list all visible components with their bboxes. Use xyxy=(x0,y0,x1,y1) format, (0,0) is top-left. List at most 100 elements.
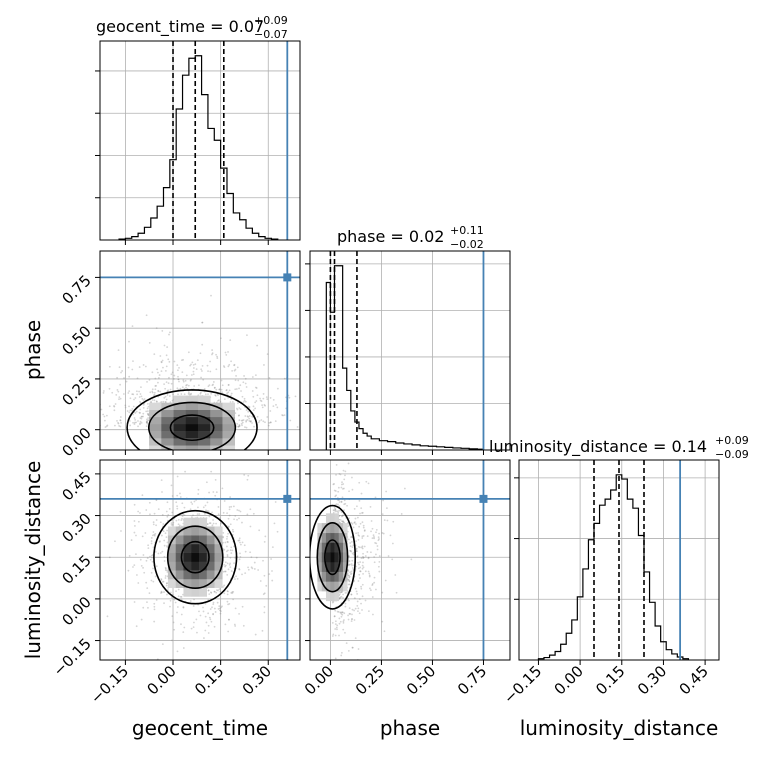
sample-point xyxy=(231,401,234,403)
sample-point xyxy=(201,343,204,346)
xlabel-geocent-time: geocent_time xyxy=(132,716,268,740)
sample-point xyxy=(150,571,153,574)
sample-point xyxy=(152,580,155,583)
sample-point xyxy=(142,412,145,415)
density-cell xyxy=(183,552,192,562)
sample-point xyxy=(272,405,275,407)
sample-point xyxy=(238,568,241,570)
sample-point xyxy=(371,596,374,598)
sample-point xyxy=(195,368,198,370)
sample-point xyxy=(177,378,180,381)
sample-point xyxy=(241,424,243,427)
sample-point xyxy=(180,519,183,522)
sample-point xyxy=(236,518,238,521)
sample-point xyxy=(84,400,86,402)
sample-point xyxy=(199,392,202,395)
sample-point xyxy=(237,414,240,417)
sample-point xyxy=(133,601,136,603)
sample-point xyxy=(350,593,353,596)
sample-point xyxy=(153,605,156,608)
sample-point xyxy=(201,321,204,324)
sample-point xyxy=(227,568,230,571)
ytick-label: 0.15 xyxy=(58,551,94,587)
sample-point xyxy=(140,386,142,389)
sample-point xyxy=(164,395,167,398)
sample-point xyxy=(177,523,180,526)
density-cell xyxy=(330,513,335,524)
xtick-label: 0.15 xyxy=(592,662,628,698)
sample-point xyxy=(361,567,364,570)
sample-point xyxy=(180,598,183,601)
sample-point xyxy=(207,385,210,388)
sample-point xyxy=(335,626,338,629)
sample-point xyxy=(119,419,122,422)
sample-point xyxy=(185,374,188,377)
sample-point xyxy=(238,517,240,520)
sample-point xyxy=(146,601,148,604)
sample-point xyxy=(208,616,211,619)
hist-panel-phase-content xyxy=(310,251,510,450)
sample-point xyxy=(202,506,205,509)
density-cell xyxy=(206,561,215,571)
sample-point xyxy=(241,521,243,524)
sample-point xyxy=(253,568,256,570)
sample-point xyxy=(164,566,167,569)
sample-point xyxy=(343,509,345,512)
sample-point xyxy=(225,389,228,391)
sample-point xyxy=(373,576,376,579)
sample-point xyxy=(159,355,162,357)
sample-point xyxy=(215,591,218,594)
sample-point xyxy=(208,384,211,387)
sample-point xyxy=(106,615,109,618)
sample-point xyxy=(165,510,168,513)
sample-point xyxy=(192,370,195,373)
sample-point xyxy=(118,366,121,369)
sample-point xyxy=(356,516,359,519)
sample-point xyxy=(206,364,209,367)
sample-point xyxy=(346,591,348,594)
sample-point xyxy=(213,625,216,628)
sample-point xyxy=(381,591,384,594)
sample-point xyxy=(359,570,362,573)
sample-point xyxy=(370,530,372,533)
sample-point xyxy=(353,507,356,510)
density-cell xyxy=(191,587,200,597)
density-cell xyxy=(198,424,211,432)
sample-point xyxy=(151,399,154,401)
sample-point xyxy=(342,628,345,631)
sample-point xyxy=(242,401,245,403)
sample-point xyxy=(343,456,345,458)
density-cell xyxy=(199,578,208,588)
sample-point xyxy=(383,519,386,522)
sample-point xyxy=(358,454,360,456)
sample-point xyxy=(196,631,198,634)
sample-point xyxy=(120,421,122,424)
sample-point xyxy=(349,563,351,566)
sample-point xyxy=(362,566,365,569)
sample-point xyxy=(373,556,376,558)
sample-point xyxy=(344,605,347,608)
density-cell xyxy=(343,552,348,563)
sample-point xyxy=(214,386,216,389)
xtick-label: 0.15 xyxy=(191,662,227,698)
sample-point xyxy=(209,608,212,610)
sample-point xyxy=(332,633,335,636)
sample-point xyxy=(124,406,127,409)
sample-point xyxy=(131,393,134,396)
sample-point xyxy=(201,364,204,367)
sample-point xyxy=(253,561,256,564)
sample-point xyxy=(351,523,354,525)
sample-point xyxy=(241,395,244,398)
density-cell xyxy=(191,517,200,527)
sample-point xyxy=(410,558,413,561)
sample-point xyxy=(239,510,242,513)
sample-point xyxy=(141,494,144,497)
sample-point xyxy=(106,424,109,427)
sample-point xyxy=(258,420,261,422)
sample-point xyxy=(160,592,162,594)
sample-point xyxy=(347,583,350,586)
sample-point xyxy=(219,590,222,593)
sample-point xyxy=(334,657,337,660)
xtick-label: 0.50 xyxy=(403,662,439,698)
sample-point xyxy=(228,508,231,511)
